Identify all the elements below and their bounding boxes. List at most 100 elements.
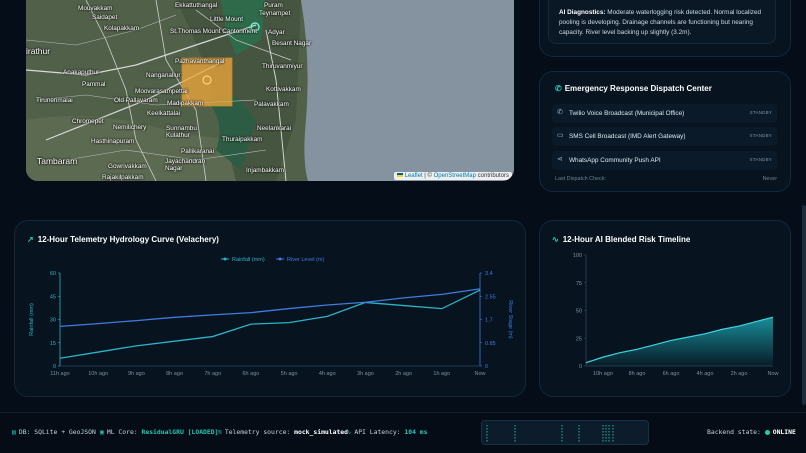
phone-outgoing-icon: ✆ [555,84,562,93]
map-label: Pallikaranai [181,148,215,155]
wifi-icon: ≋ [218,428,222,436]
ukraine-flag-icon [396,173,403,178]
map-label: Moovarasampettai [135,88,188,95]
db-value: SQLite + GeoJSON [34,428,96,436]
x-tick-label: 3h ago [357,371,374,377]
dispatch-channel-voice[interactable]: ✆ Twilio Voice Broadcast (Municipal Offi… [552,104,777,123]
hydrology-title: ↗ 12-Hour Telemetry Hydrology Curve (Vela… [27,235,219,244]
x-tick-label: 8h ago [166,371,183,377]
y-tick-label: 0 [53,364,56,370]
x-tick-label: Now [474,371,485,377]
map-label: Little Mount [210,16,244,23]
map-label: Pazhavanthangal [175,58,225,65]
map-label: Anakaputhur [63,69,100,76]
map-label: Nemilichery [113,124,147,131]
y-tick-label: 0 [579,364,582,370]
risk-chart-card: ∿ 12-Hour AI Blended Risk Timeline 0 25 50 7… [539,220,791,397]
map-label: Chromepet [72,118,104,125]
map-label: Adyar [268,29,285,36]
map-label: Besant Nagar [272,40,312,47]
risk-chart[interactable]: 0 25 50 75 100 10h ago 8h ago 6h ago 4h ago 2h ag… [540,249,790,399]
legend-marker-river [278,257,282,261]
station-marker[interactable] [250,22,260,32]
flood-map[interactable]: Mouvakkam Ekkattuthangal Puram Teynampet… [26,0,514,181]
attribution-suffix: contributors [475,173,509,179]
x-tick-label: 2h ago [395,371,412,377]
map-label: Old Pallavaram [114,97,158,104]
diagnostics-text: Moderate waterlogging risk detected. Nor… [559,9,762,36]
legend-label-river: River Level (m) [287,257,324,263]
status-footer: ▤ DB: SQLite + GeoJSON ▣ ML Core: Residual… [0,412,806,453]
channel-label: SMS Cell Broadcast (IMD Alert Gateway) [569,133,686,140]
backend-status: Backend state: ONLINE [707,428,796,436]
risk-title-text: 12-Hour AI Blended Risk Timeline [562,235,691,244]
dispatch-center-card: ✆ Emergency Response Dispatch Center ✆ Tw… [539,71,791,192]
map-label: St.Thomas Mount Cantonment [170,28,258,35]
map-label: Pammal [82,81,106,88]
legend-marker-rainfall [223,257,227,261]
y-tick-label: 75 [576,281,582,287]
map-label: Tirunerimalai [36,97,73,104]
risk-series-line [585,316,774,364]
latency-label: API Latency: [354,428,401,436]
dispatch-title-text: Emergency Response Dispatch Center [564,84,712,93]
sensor-marker[interactable] [202,75,212,85]
leaflet-link[interactable]: Leaflet [404,173,423,179]
status-dot-icon [764,429,770,435]
telemetry-label: Telemetry source: [224,428,291,436]
map-attribution: Leaflet | © OpenStreetMap contributors [393,172,512,180]
channel-status: STANDBY [749,133,772,138]
x-tick-label: 4h ago [319,371,336,377]
map-label: Thiruvanmiyur [262,63,303,70]
backend-value: ONLINE [772,428,796,436]
database-icon: ▤ [12,428,16,436]
telemetry-activity-strip [481,420,649,445]
map-label: Kottivakkam [266,86,301,93]
map-label: Madipakkam [167,100,204,107]
phone-icon: ✆ [557,109,563,116]
map-label: Puram [264,2,283,9]
cpu-icon: ▣ [100,428,104,436]
map-label: Mouvakkam [78,5,113,12]
map-label: Tambaram [37,156,78,166]
map-label: Injambakkam [246,167,285,174]
osm-link[interactable]: OpenStreetMap [433,173,476,179]
last-check-value: Never [762,176,777,182]
trending-up-icon: ↗ [27,235,34,244]
risk-zone-overlay[interactable] [181,57,233,107]
river-level-series-line [59,288,481,327]
activity-ticks [486,425,614,442]
x-tick-label: 11h ago [50,371,69,377]
map-label: irathur [26,46,51,56]
y-tick-label: 15 [50,341,56,347]
map-label: Saidapet [92,14,118,21]
backend-label: Backend state: [707,428,761,436]
hydrology-chart[interactable]: 0 15 30 45 60 0 0.85 1.7 2.55 3.4 11h ago 10h ago 9h… [15,249,525,399]
map-label: Sunnambu Kulathur [166,125,197,139]
dispatch-channel-whatsapp[interactable]: ⋖ WhatsApp Community Push API STANDBY [552,151,777,170]
channel-status: STANDBY [749,110,772,115]
y-tick-label: 50 [576,309,582,315]
map-label: Jayachandran Nagar [165,158,206,172]
last-check-label: Last Dispatch Check: [555,176,606,182]
message-icon: ▭ [557,132,564,139]
map-label: Hasthinapuram [91,138,135,145]
x-tick-label: 9h ago [128,371,145,377]
y-axis-title: Rainfall (mm) [29,303,35,336]
pulse-icon: ∿ [346,428,352,436]
dispatch-channel-sms[interactable]: ▭ SMS Cell Broadcast (IMD Alert Gateway)… [552,127,777,146]
y2-tick-label: 1.7 [485,318,493,324]
page-scrollbar[interactable] [802,205,806,405]
share-icon: ⋖ [557,156,563,163]
y-tick-label: 60 [50,271,56,277]
db-label: DB: [18,428,31,436]
map-label: Gowrivakkam [108,163,147,170]
x-tick-label: 8h ago [629,371,646,377]
last-dispatch-check: Last Dispatch Check: Never [555,176,777,182]
ai-diagnostics-box: AI Diagnostics: Moderate waterlogging ri… [548,0,776,44]
y2-tick-label: 2.55 [485,294,496,300]
x-tick-label: 6h ago [663,371,680,377]
channel-status: STANDBY [749,157,772,162]
map-label: Nanganallur [146,72,181,79]
risk-area-fill [586,317,773,366]
